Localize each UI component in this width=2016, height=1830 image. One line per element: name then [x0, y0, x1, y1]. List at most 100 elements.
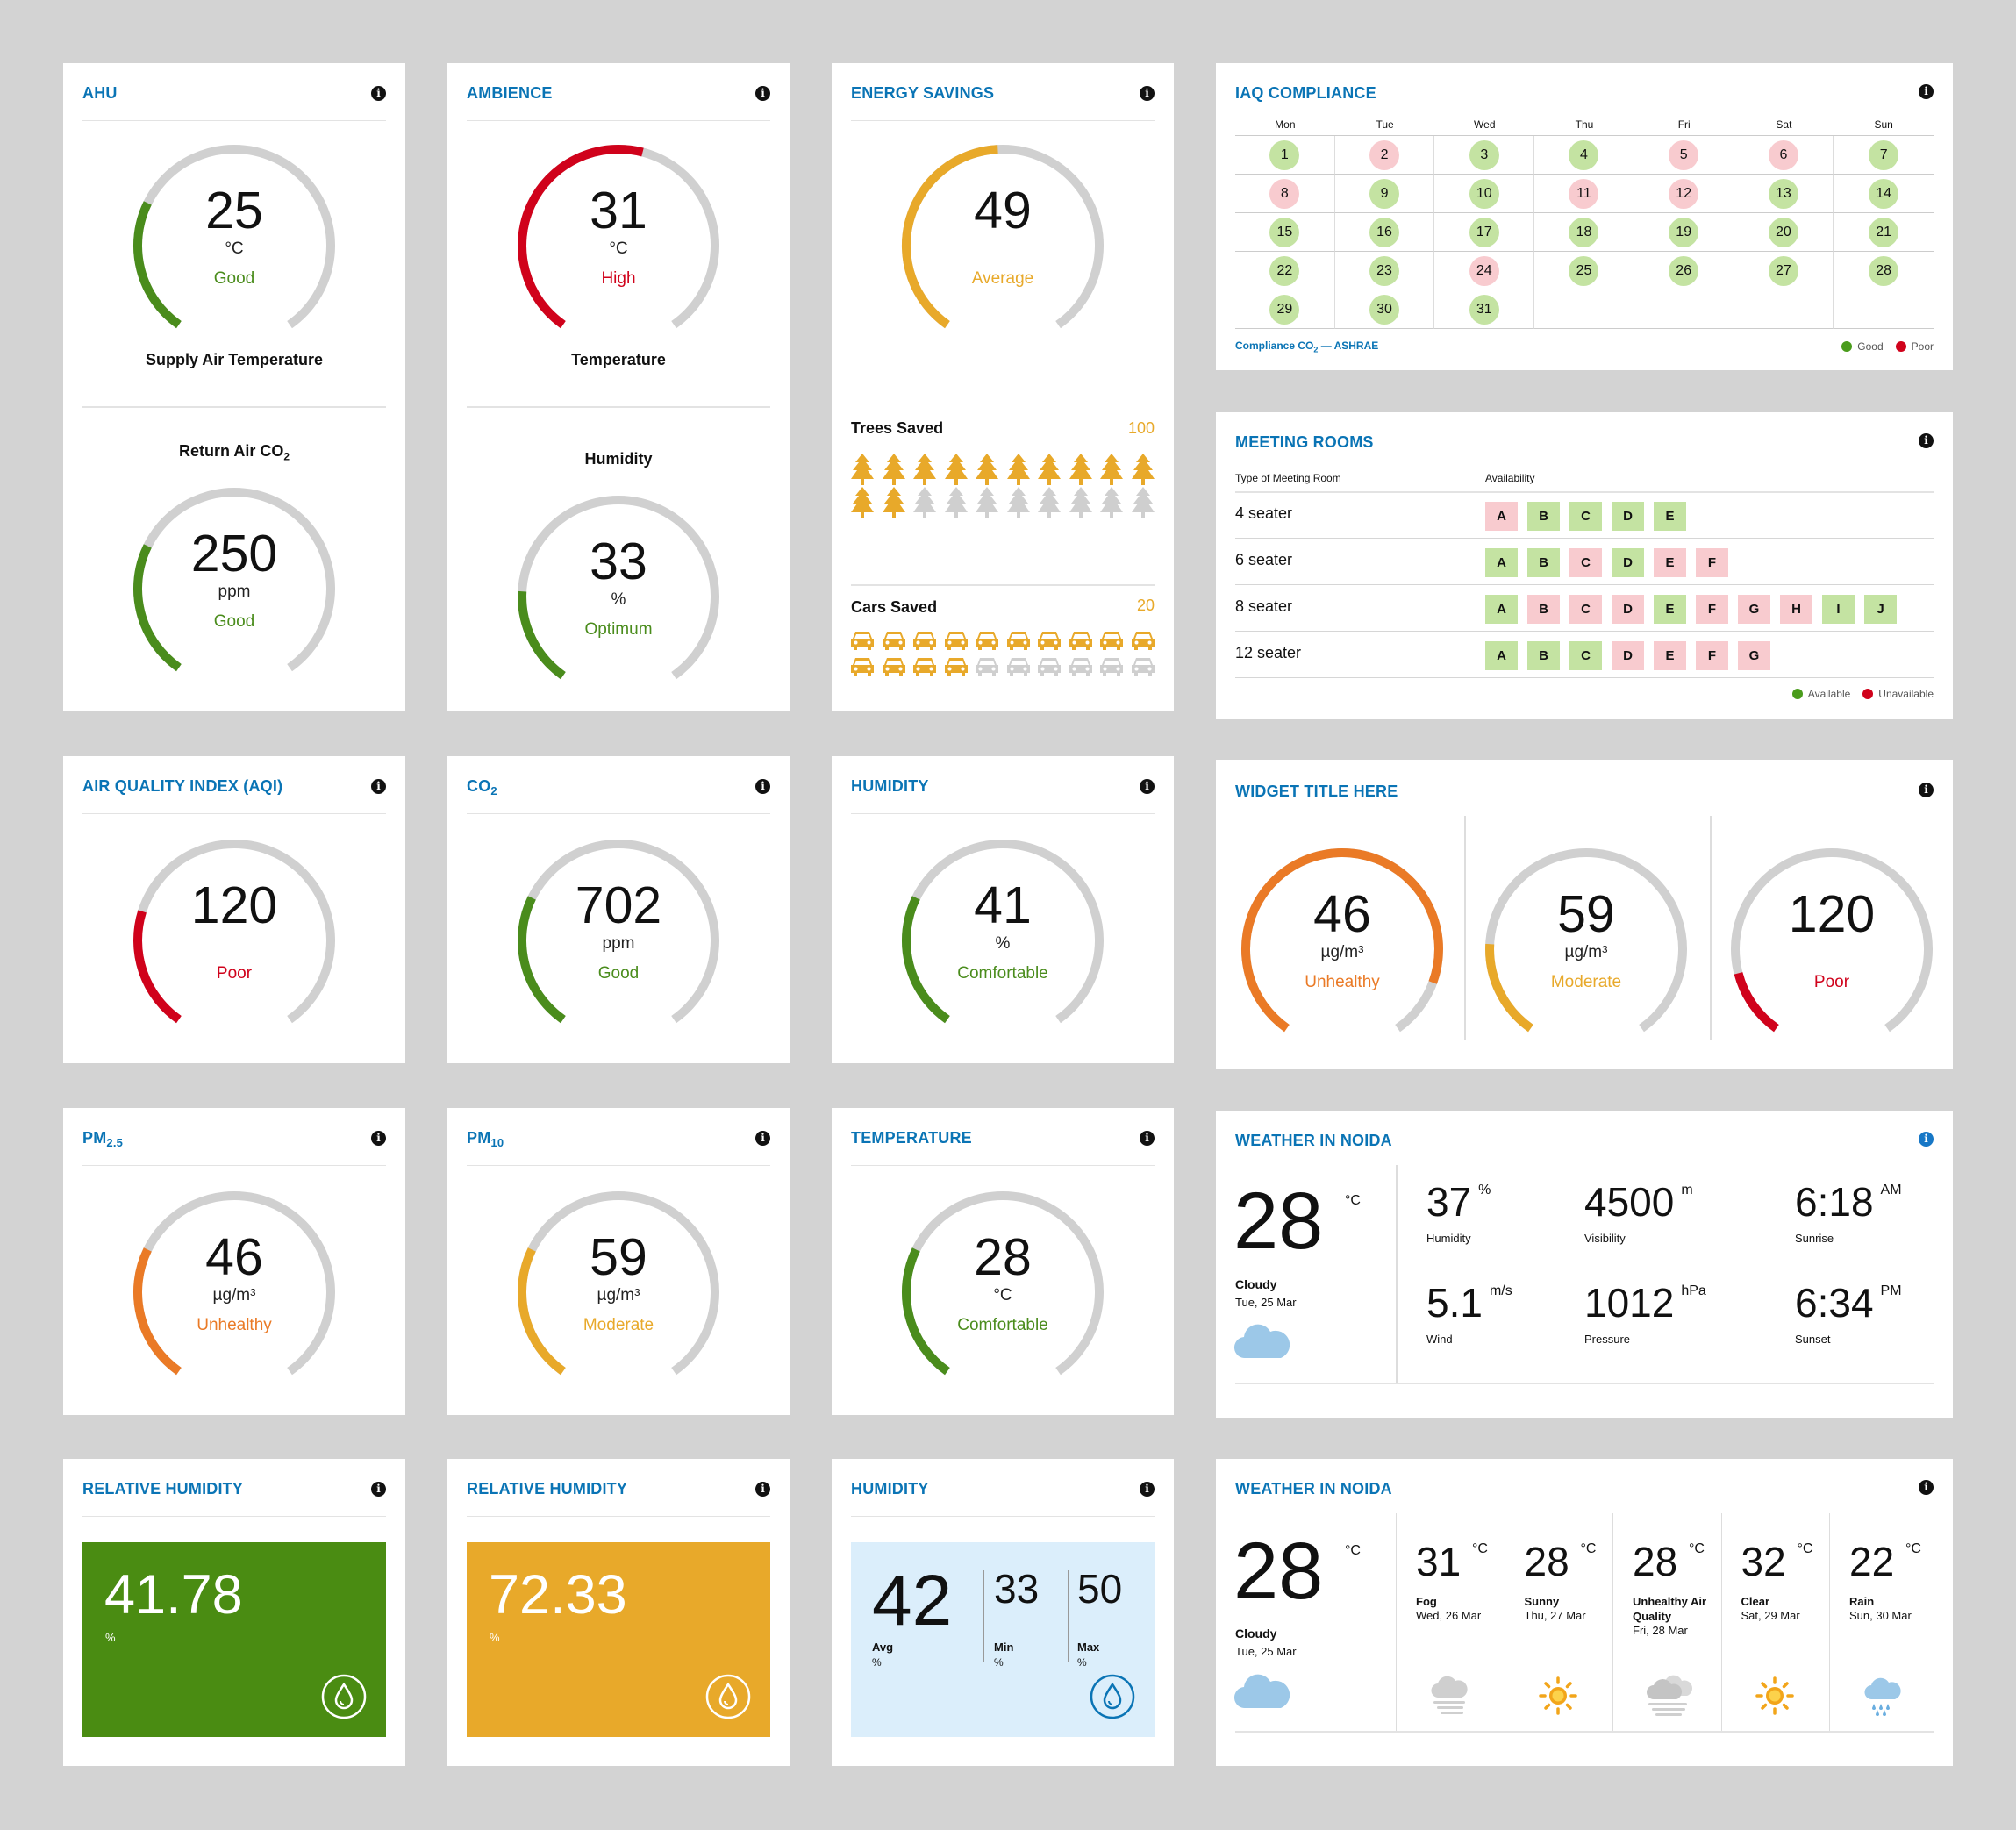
humidity-stats-tile: 42 Avg % 33 Min % 50 Max %	[851, 1542, 1155, 1737]
calendar-day[interactable]: 21	[1869, 217, 1899, 247]
calendar-day[interactable]: 25	[1569, 255, 1599, 286]
calendar-day[interactable]: 4	[1569, 139, 1599, 170]
info-icon[interactable]: i	[755, 1482, 770, 1497]
info-icon[interactable]: i	[1140, 1482, 1155, 1497]
info-icon[interactable]: i	[1919, 1480, 1934, 1495]
calendar-day[interactable]: 9	[1369, 178, 1400, 209]
room-slot[interactable]: E	[1654, 641, 1686, 670]
calendar-day[interactable]: 20	[1768, 217, 1798, 247]
calendar-day[interactable]: 15	[1269, 217, 1300, 247]
calendar-day[interactable]: 23	[1369, 255, 1400, 286]
calendar-day[interactable]: 27	[1768, 255, 1798, 286]
calendar-day[interactable]: 26	[1669, 255, 1699, 286]
info-icon[interactable]: i	[1919, 1132, 1934, 1147]
room-slot[interactable]: D	[1612, 641, 1644, 670]
calendar-day[interactable]: 1	[1269, 139, 1300, 170]
room-slot[interactable]: A	[1485, 641, 1518, 670]
room-type: 8 seater	[1235, 597, 1293, 615]
room-slot[interactable]: B	[1527, 595, 1560, 624]
room-slot[interactable]: J	[1864, 595, 1897, 624]
divider	[1464, 816, 1466, 1040]
room-slot[interactable]: C	[1569, 502, 1602, 531]
forecast-day[interactable]: 31 °C Fog Wed, 26 Mar	[1396, 1513, 1504, 1731]
calendar-day[interactable]: 30	[1369, 294, 1400, 325]
room-slot[interactable]: E	[1654, 595, 1686, 624]
room-slot[interactable]: B	[1527, 502, 1560, 531]
gauge-label: Temperature	[571, 351, 666, 368]
room-slot[interactable]: G	[1738, 641, 1770, 670]
calendar-day[interactable]: 8	[1269, 178, 1300, 209]
calendar-cell: 5	[1634, 136, 1734, 175]
room-slot[interactable]: E	[1654, 548, 1686, 577]
humidity-value: 72.33	[489, 1564, 627, 1626]
forecast-day[interactable]: 28 °C Unhealthy Air Quality Fri, 28 Mar	[1612, 1513, 1720, 1731]
room-slot[interactable]: D	[1612, 502, 1644, 531]
info-icon[interactable]: i	[1919, 84, 1934, 99]
calendar-day[interactable]: 17	[1469, 217, 1499, 247]
forecast-day[interactable]: 28 °C Sunny Thu, 27 Mar	[1504, 1513, 1612, 1731]
info-icon[interactable]: i	[755, 779, 770, 794]
room-slot[interactable]: D	[1612, 595, 1644, 624]
room-slot[interactable]: A	[1485, 502, 1518, 531]
calendar-day[interactable]: 22	[1269, 255, 1300, 286]
calendar-cell: 13	[1734, 175, 1834, 213]
gauge-unit: ppm	[602, 934, 635, 953]
calendar-day[interactable]: 18	[1569, 217, 1599, 247]
aqi-card: AIR QUALITY INDEX (AQI) i 120 Poor	[63, 756, 405, 1063]
info-icon[interactable]: i	[755, 1131, 770, 1146]
gauge: 49 Average	[897, 140, 1108, 351]
calendar-day[interactable]: 10	[1469, 178, 1499, 209]
info-icon[interactable]: i	[371, 779, 386, 794]
room-slot[interactable]: C	[1569, 548, 1602, 577]
calendar-cell: 29	[1235, 290, 1335, 329]
card-title: WIDGET TITLE HERE	[1235, 783, 1398, 800]
info-icon[interactable]: i	[1140, 779, 1155, 794]
calendar-day[interactable]: 19	[1669, 217, 1699, 247]
calendar-day[interactable]: 6	[1768, 139, 1798, 170]
forecast-day[interactable]: 22 °C Rain Sun, 30 Mar	[1829, 1513, 1937, 1731]
forecast-day[interactable]: 32 °C Clear Sat, 29 Mar	[1720, 1513, 1829, 1731]
room-slot[interactable]: C	[1569, 641, 1602, 670]
gauge-value-arc	[518, 590, 566, 680]
info-icon[interactable]: i	[371, 86, 386, 101]
room-slot[interactable]: B	[1527, 641, 1560, 670]
car-icon	[1069, 630, 1093, 656]
room-slot[interactable]: G	[1738, 595, 1770, 624]
info-icon[interactable]: i	[1919, 433, 1934, 448]
room-slot[interactable]: F	[1696, 595, 1728, 624]
room-slot[interactable]: H	[1780, 595, 1812, 624]
room-slot[interactable]: B	[1527, 548, 1560, 577]
gauge: 46 µg/m³ Unhealthy	[129, 1187, 340, 1398]
room-slot[interactable]: D	[1612, 548, 1644, 577]
min-unit: %	[994, 1656, 1004, 1669]
calendar-day[interactable]: 29	[1269, 294, 1300, 325]
calendar-day[interactable]: 31	[1469, 294, 1499, 325]
info-icon[interactable]: i	[1140, 1131, 1155, 1146]
info-icon[interactable]: i	[1919, 783, 1934, 797]
calendar-day[interactable]: 28	[1869, 255, 1899, 286]
info-icon[interactable]: i	[371, 1131, 386, 1146]
room-slot[interactable]: I	[1822, 595, 1855, 624]
room-slot[interactable]: A	[1485, 548, 1518, 577]
calendar-day[interactable]: 3	[1469, 139, 1499, 170]
calendar-day[interactable]: 11	[1569, 178, 1599, 209]
room-slot[interactable]: C	[1569, 595, 1602, 624]
calendar-day[interactable]: 13	[1768, 178, 1798, 209]
forecast-temp: 31	[1416, 1539, 1462, 1584]
column-header-type: Type of Meeting Room	[1235, 472, 1341, 484]
room-slot[interactable]: E	[1654, 502, 1686, 531]
calendar-day[interactable]: 12	[1669, 178, 1699, 209]
info-icon[interactable]: i	[371, 1482, 386, 1497]
calendar-day[interactable]: 2	[1369, 139, 1400, 170]
room-slot[interactable]: A	[1485, 595, 1518, 624]
info-icon[interactable]: i	[755, 86, 770, 101]
calendar-day[interactable]: 5	[1669, 139, 1699, 170]
calendar-day[interactable]: 14	[1869, 178, 1899, 209]
info-icon[interactable]: i	[1140, 86, 1155, 101]
calendar-day[interactable]: 24	[1469, 255, 1499, 286]
calendar-day[interactable]: 16	[1369, 217, 1400, 247]
calendar-day[interactable]: 7	[1869, 139, 1899, 170]
room-slot[interactable]: F	[1696, 641, 1728, 670]
sun-icon	[1754, 1675, 1796, 1721]
room-slot[interactable]: F	[1696, 548, 1728, 577]
